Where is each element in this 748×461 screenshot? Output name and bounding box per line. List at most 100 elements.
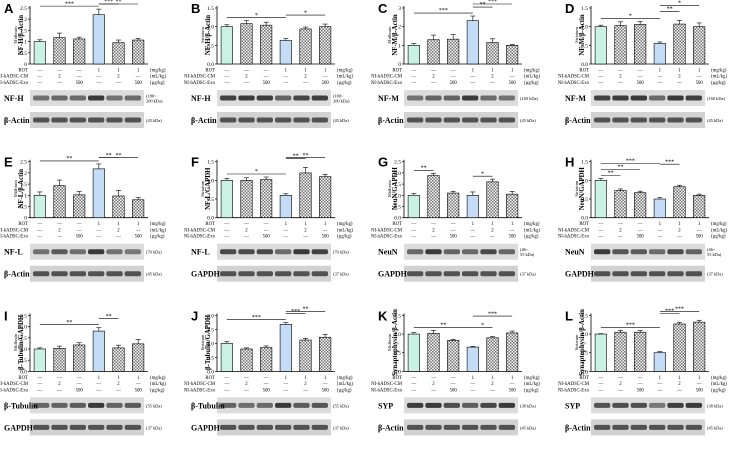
panel-l-blot-band [594, 424, 611, 430]
panel-d-blot-strip-1 [591, 90, 705, 106]
panel-a-blot-band [106, 95, 123, 101]
panel-h-group-cell: — [597, 235, 603, 240]
panel-a-group-cell: 2 [117, 75, 120, 80]
panel-g-group-cell: 1 [472, 222, 475, 227]
panel-d-row-unit: (mL/kg) [711, 75, 727, 80]
panel-b-group-cell: — [282, 81, 288, 86]
panel-h-blot-band [612, 271, 629, 277]
panel-a-row-label: NI-hADSC-Exo [0, 81, 29, 86]
panel-k-y-tick-label: 0.0 [394, 369, 401, 375]
panel-f-group-cell: — [263, 222, 269, 227]
panel-b-blot-kda: (45 kDa) [333, 118, 349, 123]
panel-c-blot-band [462, 117, 479, 123]
panel-e-group-cell: 1 [98, 222, 101, 227]
panel-b-bar-2 [240, 23, 253, 65]
panel-g-group-cell: — [410, 235, 416, 240]
panel-g-row-unit: (mg/kg) [524, 222, 540, 227]
panel-g-bar-2 [427, 175, 440, 218]
panel-l-y-tick-label: 1.5 [581, 313, 588, 319]
panel-d-blot-band [594, 95, 611, 101]
panel-g-row-unit: (µg/kg) [524, 235, 539, 240]
panel-h-blot-label: GAPDH [565, 270, 595, 279]
panel-k-group-cell: — [509, 382, 515, 387]
panel-f-group-cell: — [282, 235, 288, 240]
panel-c-region-label: Midbrain [387, 26, 392, 44]
panel-d-group-cell: — [597, 81, 603, 86]
panel-e-blot-band [51, 249, 68, 255]
panel-j-group-cell: 500 [322, 388, 330, 393]
panel-e-y-tick-label: 1 [24, 193, 27, 199]
panel-j-group-cell: 500 [263, 388, 271, 393]
panel-h-row-label: ROT [579, 222, 589, 227]
panel-j-y-tick-label: 0.0 [207, 369, 214, 375]
panel-l-group-cell: — [617, 388, 623, 393]
panel-c-blot-band [498, 117, 515, 123]
panel-a-bar-1 [33, 41, 46, 65]
panel-h-blot-band [594, 249, 611, 255]
panel-c-group-cell: 1 [511, 69, 514, 74]
panel-h-blot-strip-1 [591, 243, 705, 260]
panel-h-group-cell: — [696, 228, 702, 233]
panel-j-blot-band [311, 402, 328, 408]
panel-i-group-cell: — [95, 388, 101, 393]
panel-f-row-label: NI-hADSC-CM [184, 228, 216, 233]
panel-g-region-label: Midbrain [387, 179, 392, 197]
panel-b-group-cell: — [223, 69, 229, 74]
panel-b-group-cell: — [322, 75, 328, 80]
panel-k-group-cell: — [410, 382, 416, 387]
panel-f-y-tick-label: 1.0 [207, 178, 214, 184]
panel-e-blot-band [88, 249, 105, 255]
panel-i-group-cell: — [76, 376, 82, 381]
panel-b-blot-band [256, 117, 273, 123]
panel-g-group-cell: — [450, 222, 456, 227]
panel-h-ylabel: NeuN/GAPDH [579, 166, 586, 210]
panel-g-blot-band [425, 271, 442, 277]
panel-l-blot-band [649, 402, 666, 408]
panel-i-group-cell: — [36, 382, 42, 387]
panel-k-sig-label: * [481, 323, 484, 329]
panel-h-blot-band [685, 249, 702, 255]
panel-k-y-tick-label: 1.5 [394, 313, 401, 319]
panel-a-blot-band [51, 95, 68, 101]
panel-b-blot-band [238, 95, 255, 101]
panel-d-y-tick-label: 1.5 [581, 6, 588, 12]
panel-j-blot-label: GAPDH [191, 423, 221, 432]
panel-i-blot-band [106, 402, 123, 408]
panel-e-row-unit: (µg/kg) [150, 235, 165, 240]
panel-l-group-cell: 500 [696, 388, 704, 393]
panel-e-group-cell: — [95, 228, 101, 233]
panel-d-letter: D [565, 1, 574, 16]
panel-f-group-cell: 1 [324, 222, 327, 227]
panel-i-group-cell: 500 [76, 388, 84, 393]
panel-l-row-label: NI-hADSC-CM [558, 382, 590, 387]
panel-g-blot-band [425, 249, 442, 255]
panel-j-group-cell: — [223, 388, 229, 393]
panel-a-y-tick-label: 1.5 [20, 28, 27, 34]
panel-j-blot-label: β-Tubulin [191, 401, 225, 410]
panel-h-group-cell: 2 [619, 228, 622, 233]
panel-d-blot-kda: (45 kDa) [707, 118, 723, 123]
panel-d-group-cell: 2 [678, 75, 681, 80]
panel-a-letter: A [4, 1, 14, 16]
panel-d-blot-band [685, 95, 702, 101]
panel-g-group-cell: — [469, 235, 475, 240]
panel-e-bar-3 [73, 194, 86, 219]
panel-a-group-cell: 2 [58, 75, 61, 80]
panel-d-sig-label: * [629, 14, 632, 20]
panel-a-blot-band [69, 95, 86, 101]
panel-e-sig-label: ** [106, 153, 112, 159]
panel-j-group-cell: — [243, 388, 249, 393]
panel-c-blot-band [407, 95, 424, 101]
panel-c-row-unit: (µg/kg) [524, 81, 539, 86]
panel-b-letter: B [191, 1, 200, 16]
panel-i-blot-band [69, 424, 86, 430]
panel-d-blot-label: NF-M [565, 94, 586, 103]
panel-k-bar-3 [447, 340, 460, 372]
panel-j-blot-band [256, 424, 273, 430]
panel-f-blot-band [238, 249, 255, 255]
panel-h-group-cell: — [597, 228, 603, 233]
panel-h-bar-1 [594, 180, 607, 219]
panel-i-group-cell: — [115, 388, 121, 393]
panel-b-blot-kda: (180~ [333, 94, 344, 99]
panel-j-blot-band [256, 402, 273, 408]
